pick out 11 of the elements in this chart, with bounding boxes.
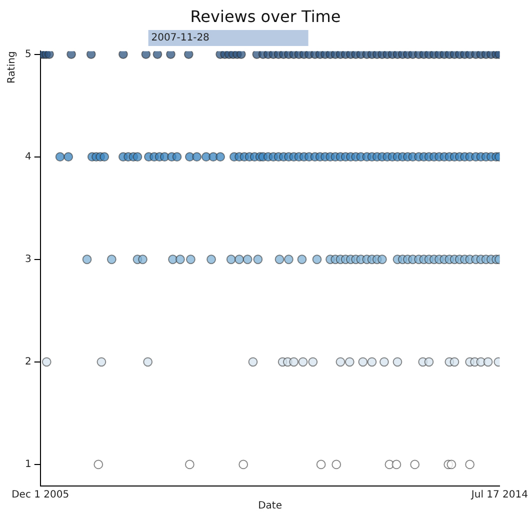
y-tick-label: 2 — [24, 356, 32, 368]
x-tick-label: Dec 1 2005 — [12, 490, 70, 501]
y-tick-label: 3 — [24, 254, 32, 265]
y-axis-title: Rating — [6, 51, 18, 84]
x-tick-label: Jul 17 2014 — [470, 490, 528, 501]
text: 2007-11-28 — [151, 32, 210, 44]
chart-title: Reviews over Time — [190, 6, 341, 26]
y-tick-label: 1 — [24, 459, 32, 470]
y-tick-label: 4 — [24, 151, 32, 162]
y-tick-label: 5 — [24, 48, 32, 60]
x-axis-title: Date — [258, 500, 282, 512]
